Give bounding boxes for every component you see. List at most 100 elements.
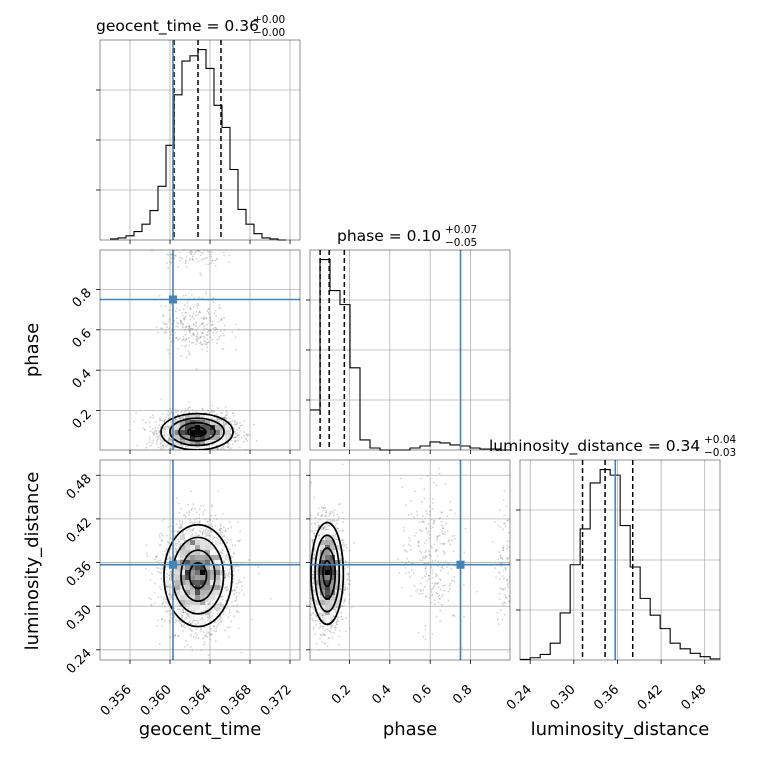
p20-point (168, 609, 171, 612)
p20-point (182, 531, 184, 534)
p20-point (206, 616, 209, 619)
p20-point (174, 634, 177, 637)
p10-point (238, 427, 241, 430)
p10-point (252, 423, 255, 426)
p10-point (222, 251, 225, 254)
panel-lumdist-vs-geocent-time: 0.356 0.360 0.364 0.368 0.3720.240.300.360.4… (64, 459, 301, 719)
p10-point (152, 414, 154, 416)
p10-density-cell (205, 435, 211, 441)
p20-point (187, 614, 190, 617)
p10-point (206, 346, 209, 349)
p20-point (181, 522, 184, 525)
p10-point (219, 307, 222, 309)
p20-point (227, 607, 229, 609)
p10-point (181, 417, 184, 419)
p10-point (211, 320, 214, 323)
p10-point (168, 417, 171, 420)
p10-point (210, 253, 213, 256)
p10-point (246, 440, 249, 443)
p20-point (231, 544, 234, 547)
p10-point (168, 412, 171, 415)
p10-point (175, 325, 178, 328)
p10-point (167, 440, 170, 442)
p10-point (209, 319, 212, 321)
p10-point (205, 341, 208, 344)
p10-point (208, 313, 211, 316)
p20-point (175, 523, 178, 525)
p20-point (167, 526, 170, 528)
p20-point (221, 549, 224, 552)
p20-point (196, 633, 199, 636)
p10-point (206, 342, 209, 344)
p10-point (181, 326, 184, 329)
p10-point (170, 421, 173, 424)
p20-point (207, 654, 210, 656)
p10-point (229, 428, 232, 430)
p10-point (185, 260, 187, 263)
p20-point (237, 540, 239, 542)
p20-point (257, 566, 260, 568)
p10-point (145, 446, 148, 449)
p20-point (211, 525, 214, 528)
p10-point (209, 316, 212, 319)
p20-point (200, 616, 203, 619)
p20-point (155, 556, 158, 559)
p10-point (201, 407, 204, 410)
p10-point (128, 429, 131, 432)
p20-point (219, 618, 222, 621)
p10-point (233, 423, 236, 426)
phase-hist-frame (309, 249, 511, 451)
p10-density-cell (200, 430, 206, 436)
p10-point (179, 417, 182, 420)
p10-point (234, 421, 236, 423)
p10-point (211, 404, 214, 407)
p10-point (203, 339, 205, 342)
p10-point (208, 412, 211, 414)
p20-point (215, 518, 218, 520)
p10-contour-1 (178, 421, 216, 442)
p10-point (185, 311, 188, 314)
p20-point (182, 514, 185, 517)
p20-point (184, 626, 187, 629)
p20-point (200, 628, 203, 631)
p10-point (203, 337, 206, 339)
p20-point (226, 586, 229, 588)
p20-point (157, 596, 160, 599)
p20-point (160, 588, 162, 591)
p10-point (158, 417, 161, 420)
p20-point (185, 515, 187, 518)
p10-point (221, 446, 223, 449)
p10-point (201, 343, 204, 346)
p10-point (211, 338, 214, 341)
p10-point (189, 332, 192, 334)
p20-point (208, 603, 211, 606)
p20-point (195, 628, 198, 631)
p10-point (220, 317, 223, 320)
p20-point (211, 504, 213, 506)
p20-point (228, 573, 230, 576)
p10-point (158, 434, 161, 436)
p20-point (240, 562, 243, 564)
p10-point (177, 326, 180, 328)
p10-point (189, 307, 192, 310)
p10-point (162, 427, 165, 430)
p20-point (220, 551, 223, 553)
p20-point (185, 511, 188, 514)
p20-point (225, 573, 228, 575)
p10-point (161, 439, 164, 442)
p20-point (207, 600, 209, 603)
p10-point (179, 256, 181, 259)
p10-point (181, 312, 184, 314)
p20-point (221, 552, 223, 555)
p10-point (156, 439, 159, 442)
p10-density-cell (190, 430, 196, 436)
p10-density-cell (175, 440, 181, 446)
p10-density-cell (220, 440, 226, 446)
p10-point (144, 428, 146, 431)
p10-point (197, 337, 200, 340)
p20-point (218, 603, 221, 606)
p10-point (199, 272, 202, 275)
p20-point (191, 533, 194, 536)
p10-point (234, 436, 237, 438)
p20-point (210, 634, 213, 637)
